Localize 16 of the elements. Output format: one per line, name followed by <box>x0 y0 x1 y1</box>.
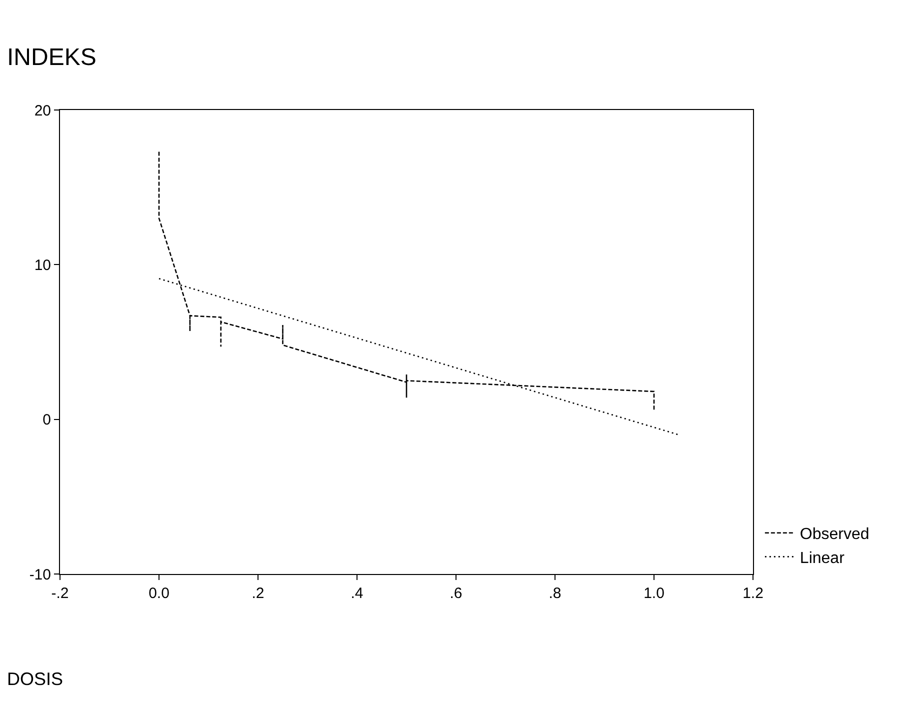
y-tick-label: 20 <box>34 102 51 120</box>
x-tick-label: .6 <box>450 585 462 602</box>
y-tick-label: -10 <box>29 566 51 584</box>
legend-label: Observed <box>800 526 870 544</box>
x-tick-label: .2 <box>252 585 264 602</box>
x-tick-label: 1.2 <box>742 585 764 602</box>
y-tick-label: 10 <box>34 256 51 274</box>
legend-label: Linear <box>800 550 846 567</box>
x-tick-label: .4 <box>350 585 364 602</box>
x-tick-label: -.2 <box>51 585 69 602</box>
x-tick-label: 1.0 <box>644 585 664 602</box>
x-axis-title: DOSIS <box>7 669 64 689</box>
y-tick-label: 0 <box>42 412 51 429</box>
x-tick-label: 0.0 <box>148 585 170 602</box>
y-axis-title: INDEKS <box>7 44 96 71</box>
x-tick-label: .8 <box>548 585 562 602</box>
